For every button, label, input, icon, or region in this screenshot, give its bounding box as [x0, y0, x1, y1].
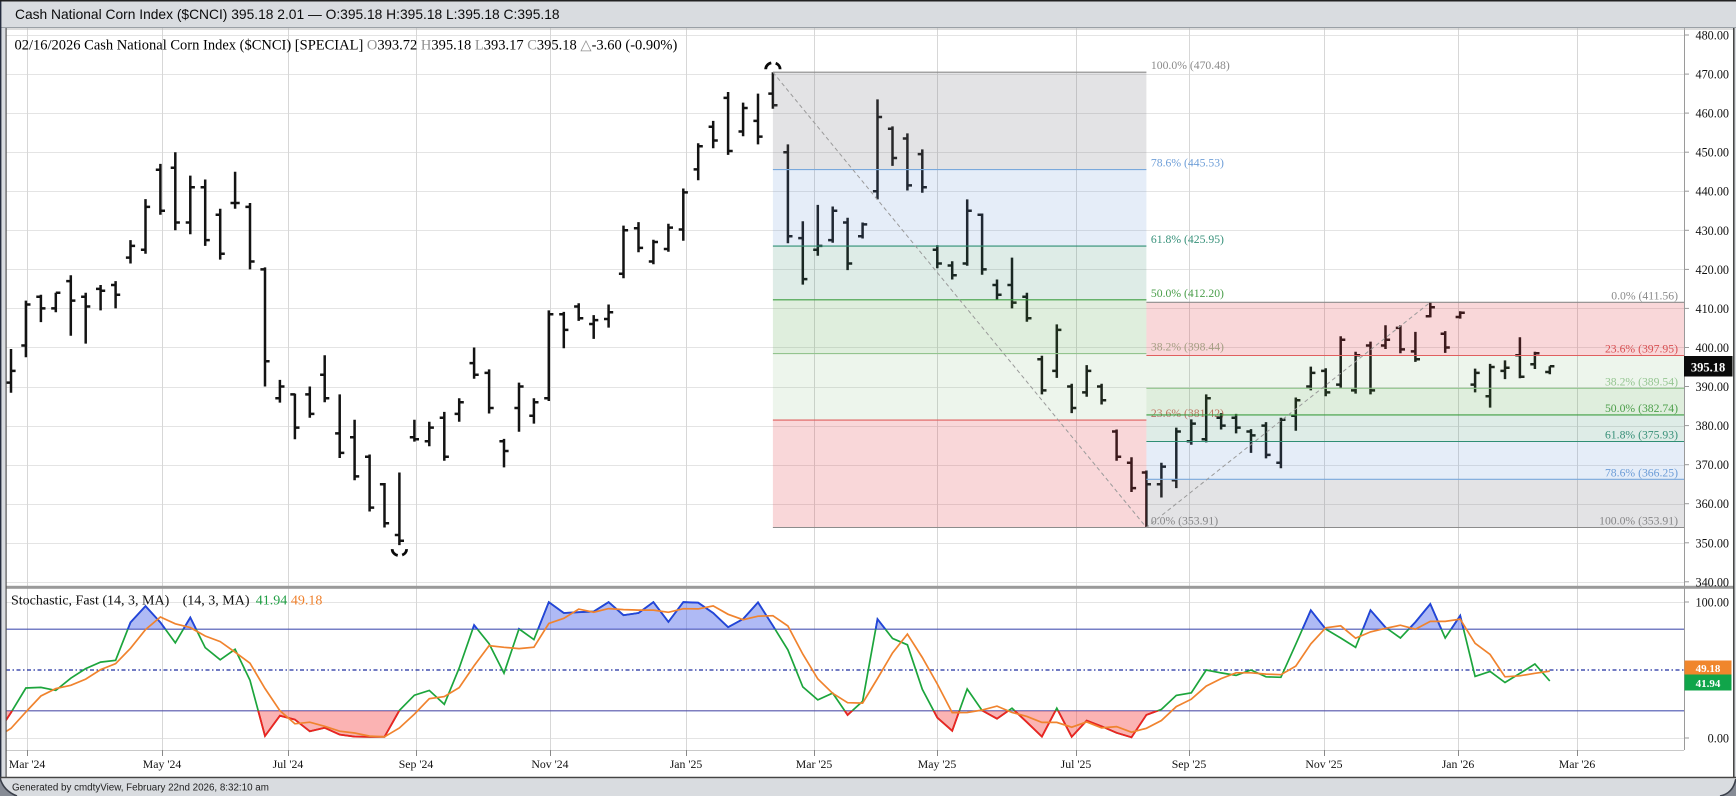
svg-text:400.00: 400.00: [1695, 341, 1729, 355]
svg-text:Stochastic, Fast (14, 3, MA)(1: Stochastic, Fast (14, 3, MA) (14, 3, MA) 4…: [11, 594, 322, 609]
svg-text:100.0% (353.91): 100.0% (353.91): [1599, 515, 1678, 528]
svg-text:02/16/2026 Cash National Corn: 02/16/2026 Cash National Corn Index ($CN…: [15, 38, 678, 54]
svg-text:480.00: 480.00: [1695, 29, 1729, 43]
svg-text:50.0% (382.74): 50.0% (382.74): [1605, 402, 1678, 415]
svg-text:Mar '24: Mar '24: [9, 757, 46, 771]
svg-text:Mar '25: Mar '25: [796, 757, 833, 771]
svg-text:61.8% (425.95): 61.8% (425.95): [1151, 233, 1224, 246]
svg-text:370.00: 370.00: [1695, 458, 1729, 472]
svg-text:420.00: 420.00: [1695, 263, 1729, 277]
svg-text:78.6% (366.25): 78.6% (366.25): [1605, 466, 1678, 479]
svg-text:100.0% (470.48): 100.0% (470.48): [1151, 59, 1230, 72]
svg-text:Jan '26: Jan '26: [1442, 757, 1475, 771]
svg-text:38.2% (398.44): 38.2% (398.44): [1151, 341, 1224, 354]
svg-text:450.00: 450.00: [1695, 146, 1729, 160]
svg-text:Jan '25: Jan '25: [670, 757, 703, 771]
svg-text:Jul '25: Jul '25: [1061, 757, 1092, 771]
svg-text:395.18: 395.18: [1691, 361, 1725, 375]
svg-text:470.00: 470.00: [1695, 68, 1729, 82]
svg-text:430.00: 430.00: [1695, 224, 1729, 238]
svg-text:May '24: May '24: [143, 757, 182, 771]
svg-text:100.00: 100.00: [1695, 596, 1729, 610]
svg-text:0.0% (411.56): 0.0% (411.56): [1611, 289, 1678, 302]
svg-text:41.94: 41.94: [1696, 678, 1721, 690]
svg-text:78.6% (445.53): 78.6% (445.53): [1151, 157, 1224, 170]
svg-text:May '25: May '25: [918, 757, 957, 771]
svg-text:460.00: 460.00: [1695, 107, 1729, 121]
svg-text:380.00: 380.00: [1695, 419, 1729, 433]
svg-text:0.0% (353.91): 0.0% (353.91): [1151, 515, 1218, 528]
svg-text:Cash National Corn Index ($CNC: Cash National Corn Index ($CNCI) 395.18 …: [15, 7, 560, 22]
svg-text:0.00: 0.00: [1708, 732, 1729, 746]
svg-text:50.0% (412.20): 50.0% (412.20): [1151, 287, 1224, 300]
svg-text:390.00: 390.00: [1695, 380, 1729, 394]
svg-text:Nov '25: Nov '25: [1305, 757, 1342, 771]
svg-text:340.00: 340.00: [1695, 575, 1729, 589]
svg-text:Generated by cmdtyView, Februa: Generated by cmdtyView, February 22nd 20…: [12, 783, 269, 794]
svg-text:410.00: 410.00: [1695, 302, 1729, 316]
svg-text:23.6% (397.95): 23.6% (397.95): [1605, 343, 1678, 356]
svg-text:38.2% (389.54): 38.2% (389.54): [1605, 375, 1678, 388]
svg-text:350.00: 350.00: [1695, 536, 1729, 550]
svg-text:Sep '24: Sep '24: [399, 757, 434, 771]
svg-text:Sep '25: Sep '25: [1172, 757, 1207, 771]
svg-text:Nov '24: Nov '24: [531, 757, 568, 771]
svg-text:61.8% (375.93): 61.8% (375.93): [1605, 429, 1678, 442]
svg-text:Jul '24: Jul '24: [273, 757, 304, 771]
svg-text:49.18: 49.18: [1696, 663, 1721, 675]
svg-text:360.00: 360.00: [1695, 497, 1729, 511]
svg-text:440.00: 440.00: [1695, 185, 1729, 199]
svg-text:Mar '26: Mar '26: [1559, 757, 1596, 771]
